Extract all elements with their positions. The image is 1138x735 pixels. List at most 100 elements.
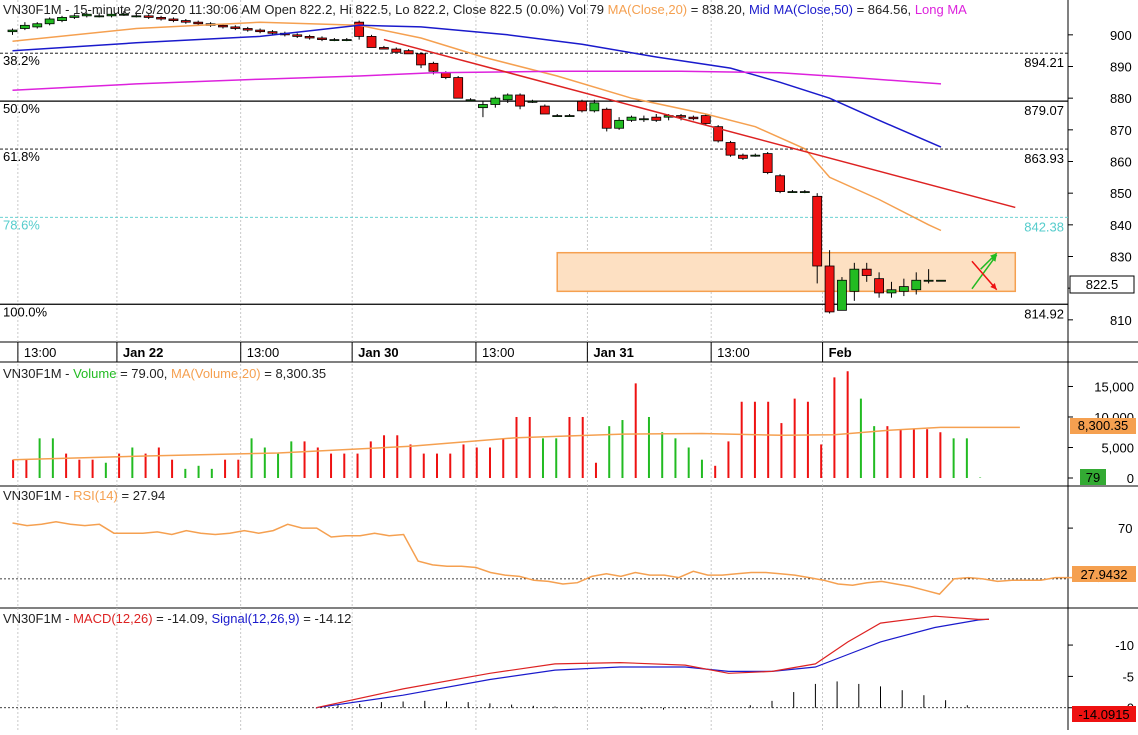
macd-panel[interactable]: VN30F1M - MACD(12,26) = -14.09, Signal(1… xyxy=(0,611,1136,722)
fib-value-label: 842.38 xyxy=(1024,219,1064,234)
time-label: Jan 30 xyxy=(358,345,398,360)
candle-body xyxy=(391,48,402,53)
candle-body xyxy=(354,21,365,37)
candle-body xyxy=(341,39,352,41)
candle-body xyxy=(119,13,129,16)
macd-tick-label: -5 xyxy=(1122,669,1134,684)
volume-panel[interactable]: VN30F1M - Volume = 79.00, MA(Volume,20) … xyxy=(3,366,1136,486)
rsi-label: RSI(14) xyxy=(73,488,118,503)
candle-body xyxy=(700,115,711,124)
fib-percent-label: 78.6% xyxy=(3,217,40,232)
candle-body xyxy=(428,62,439,72)
long-ma-label: Long MA xyxy=(915,2,967,17)
candle-body xyxy=(527,100,538,103)
candle-body xyxy=(799,191,810,193)
candle-body xyxy=(651,116,662,121)
candle-body xyxy=(44,18,55,25)
candle-body xyxy=(626,116,637,121)
candle-body xyxy=(676,115,686,118)
volume-value: = 79.00, xyxy=(116,366,167,381)
macd-axis: 0-5-10 xyxy=(1068,638,1134,716)
candle-body xyxy=(886,289,897,294)
candle-body xyxy=(416,53,426,66)
arrow-head xyxy=(990,282,997,290)
candle-body xyxy=(577,100,587,112)
rsi-tag: 27.9432 xyxy=(1072,566,1136,582)
candle-body xyxy=(317,37,327,40)
volume-ma-value: = 8,300.35 xyxy=(261,366,326,381)
candle-body xyxy=(589,102,600,112)
candle-body xyxy=(292,34,303,37)
macd-tag-value: -14.0915 xyxy=(1078,707,1129,722)
trend-line[interactable] xyxy=(383,38,1016,209)
time-label: 13:00 xyxy=(482,345,515,360)
candle-body xyxy=(7,29,18,33)
candle-body xyxy=(725,142,736,156)
rsi-panel[interactable]: VN30F1M - RSI(14) = 27.94 70 27.9432 xyxy=(0,488,1136,595)
price-tick-label: 830 xyxy=(1110,250,1132,265)
candle-body xyxy=(19,24,30,29)
candle-body xyxy=(304,36,315,39)
candle-body xyxy=(515,94,525,107)
candle-body xyxy=(465,99,476,102)
volume-ma-tag: 8,300.35 xyxy=(1070,418,1136,434)
time-axis: 13:00 Jan 22 13:00 Jan 30 13:00 Jan 31 13:00 Fe… xyxy=(17,342,852,362)
fib-percent-label: 100.0% xyxy=(3,304,48,319)
candle-body xyxy=(403,50,414,55)
price-header: VN30F1M - 15-minute 2/3/2020 11:30:06 AM… xyxy=(3,2,967,17)
svg-text:VN30F1M - Volume = 79.00,: VN30F1M - Volume = 79.00, MA(Volume,20) … xyxy=(3,366,326,381)
svg-text:VN30F1M - 15-minute 2/3/2020 1: VN30F1M - 15-minute 2/3/2020 11:30:06 AM… xyxy=(3,2,967,17)
price-panel[interactable]: 38.2% 894.21 50.0% 879.07 61.8% 863.93 78.6% 84… xyxy=(0,2,1135,328)
candle-body xyxy=(849,268,860,292)
candle-body xyxy=(131,15,142,18)
candle-body xyxy=(688,116,699,120)
candle-body xyxy=(539,105,550,115)
volume-label: Volume xyxy=(73,366,116,381)
volume-prefix: VN30F1M - xyxy=(3,366,73,381)
candle-body xyxy=(180,20,191,23)
candle-body xyxy=(638,118,649,121)
candle-body xyxy=(366,36,377,48)
volume-tick-label: 5,000 xyxy=(1101,440,1134,455)
time-label: Jan 22 xyxy=(123,345,163,360)
candle-body xyxy=(824,265,835,313)
ma50-value: = 864.56, xyxy=(853,2,911,17)
time-label: 13:00 xyxy=(24,345,57,360)
candle-body xyxy=(57,17,67,21)
candle-body xyxy=(329,39,340,41)
candle-body xyxy=(453,77,464,99)
candle-body xyxy=(502,94,513,101)
projection-arrows[interactable] xyxy=(971,252,998,291)
candle-body xyxy=(230,26,241,29)
candle-body xyxy=(32,23,43,28)
candle-body xyxy=(750,154,761,157)
candle-body xyxy=(738,154,748,159)
price-tick-label: 870 xyxy=(1110,123,1132,138)
rsi-tag-value: 27.9432 xyxy=(1081,567,1128,582)
candle-body xyxy=(168,18,179,21)
candle-body xyxy=(143,15,154,18)
price-tick-label: 810 xyxy=(1110,313,1132,328)
macd-tick-label: -10 xyxy=(1115,638,1134,653)
volume-current-tag-value: 79 xyxy=(1086,470,1100,485)
macd-label: MACD(12,26) xyxy=(73,611,152,626)
candle-body xyxy=(923,279,934,282)
volume-tick-label: 0 xyxy=(1127,471,1134,486)
rsi-line xyxy=(12,521,1099,595)
candle-body xyxy=(490,97,501,105)
time-label: Feb xyxy=(829,345,852,360)
candle-body xyxy=(861,268,872,276)
arrow-head xyxy=(990,253,997,260)
macd-value: = -14.09, xyxy=(153,611,208,626)
candle-body xyxy=(775,175,785,192)
support-zone[interactable] xyxy=(556,251,1017,293)
fib-value-label: 814.92 xyxy=(1024,306,1064,321)
candle-body xyxy=(106,13,117,17)
candle-body xyxy=(874,278,884,294)
candle-body xyxy=(898,286,909,292)
rsi-axis: 70 xyxy=(1068,521,1132,536)
signal-value: = -14.12 xyxy=(300,611,352,626)
candle-body xyxy=(564,115,575,117)
